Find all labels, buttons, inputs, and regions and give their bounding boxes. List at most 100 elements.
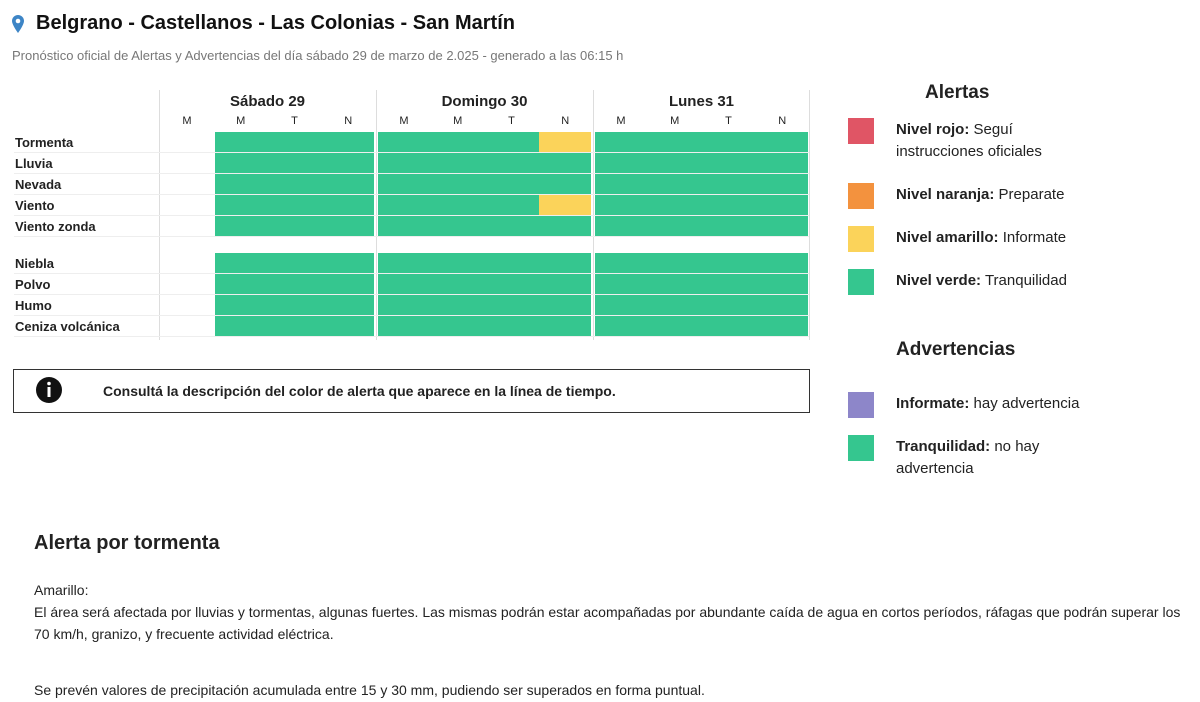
alert-cell <box>431 253 486 273</box>
alert-cell <box>648 295 703 315</box>
alert-cell <box>539 174 591 194</box>
alert-cell <box>268 195 323 215</box>
legend-swatch <box>848 226 874 252</box>
alert-cell <box>756 316 808 336</box>
paragraph: Se prevén valores de precipitación acumu… <box>34 682 705 698</box>
legend-text: hay advertencia <box>973 395 1080 412</box>
pin-icon <box>12 15 24 33</box>
alert-cell <box>268 295 323 315</box>
alert-cell <box>539 216 591 236</box>
legend-item: Informate: hay advertencia <box>896 393 1096 415</box>
row-label: Viento <box>15 198 55 213</box>
alert-cell <box>268 153 323 173</box>
alert-cell <box>756 195 808 215</box>
alert-cell <box>431 195 486 215</box>
alert-cell <box>756 132 808 152</box>
alert-cell <box>485 216 540 236</box>
legend-text: Informate <box>1002 229 1067 246</box>
period-label: T <box>508 115 515 127</box>
alert-cell <box>431 174 486 194</box>
alert-cell <box>378 153 432 173</box>
row-line <box>14 294 809 295</box>
alert-cell <box>539 316 591 336</box>
legend-swatch <box>848 392 874 418</box>
alert-cell <box>595 274 649 294</box>
alert-cell <box>322 195 374 215</box>
alert-cell <box>648 216 703 236</box>
alert-cell <box>431 153 486 173</box>
alert-cell <box>702 274 757 294</box>
title: Belgrano - Castellanos - Las Colonias - … <box>36 12 515 34</box>
legend-label: Tranquilidad: <box>896 438 991 455</box>
alert-cell <box>268 253 323 273</box>
alert-cell <box>595 295 649 315</box>
day-name: Domingo 30 <box>441 93 528 110</box>
row-label: Lluvia <box>15 156 53 171</box>
alert-cell <box>268 132 323 152</box>
section-title: Alerta por tormenta <box>34 532 220 554</box>
alert-cell <box>485 274 540 294</box>
period-label: M <box>236 115 246 127</box>
alert-cell <box>595 316 649 336</box>
alert-cell <box>322 153 374 173</box>
legend-swatch <box>848 118 874 144</box>
alert-cell <box>756 174 808 194</box>
legend-item: Nivel amarillo: Informate <box>896 227 1096 249</box>
alert-cell <box>595 132 649 152</box>
alert-cell <box>648 174 703 194</box>
subtitle: Pronóstico oficial de Alertas y Adverten… <box>12 48 624 63</box>
alert-cell <box>702 153 757 173</box>
legend-swatch <box>848 435 874 461</box>
legend-swatch <box>848 269 874 295</box>
alert-cell <box>214 216 269 236</box>
legend-heading: Alertas <box>925 82 990 103</box>
alert-cell <box>648 195 703 215</box>
period-label: T <box>725 115 732 127</box>
period-label: M <box>399 115 409 127</box>
legend-swatch <box>848 183 874 209</box>
alert-cell <box>539 295 591 315</box>
alert-cell <box>702 295 757 315</box>
info-box <box>13 369 810 413</box>
legend-text: Preparate <box>998 186 1065 203</box>
info-text: Consultá la descripción del color de ale… <box>103 383 616 399</box>
period-label: N <box>561 115 570 127</box>
alert-cell <box>756 153 808 173</box>
alert-cell <box>595 153 649 173</box>
row-line <box>14 273 809 274</box>
alert-cell <box>702 174 757 194</box>
alert-cell <box>431 274 486 294</box>
period-label: M <box>182 115 192 127</box>
alert-cell <box>378 132 432 152</box>
alert-cell <box>756 274 808 294</box>
alert-cell <box>431 216 486 236</box>
legend-label: Nivel verde: <box>896 272 982 289</box>
alert-cell <box>485 253 540 273</box>
period-label: N <box>344 115 353 127</box>
legend-item: Nivel verde: Tranquilidad <box>896 270 1096 292</box>
legend-label: Nivel naranja: <box>896 186 995 203</box>
paragraph: Amarillo: <box>34 582 89 598</box>
alert-cell <box>322 253 374 273</box>
alert-cell <box>268 174 323 194</box>
alert-cell <box>539 153 591 173</box>
alert-cell <box>539 195 591 215</box>
alert-cell <box>595 216 649 236</box>
row-line <box>14 173 809 174</box>
alert-cell <box>702 195 757 215</box>
alert-cell <box>214 295 269 315</box>
alert-cell <box>214 153 269 173</box>
alert-cell <box>214 274 269 294</box>
row-line <box>14 215 809 216</box>
alert-cell <box>322 274 374 294</box>
legend-text: no hay advertencia <box>896 438 1040 477</box>
alert-cell <box>322 174 374 194</box>
row-line <box>14 315 809 316</box>
alert-cell <box>539 253 591 273</box>
alert-cell <box>485 195 540 215</box>
alert-cell <box>378 253 432 273</box>
row-line <box>14 152 809 153</box>
legend-text: Tranquilidad <box>984 272 1067 289</box>
row-label: Tormenta <box>15 135 74 150</box>
